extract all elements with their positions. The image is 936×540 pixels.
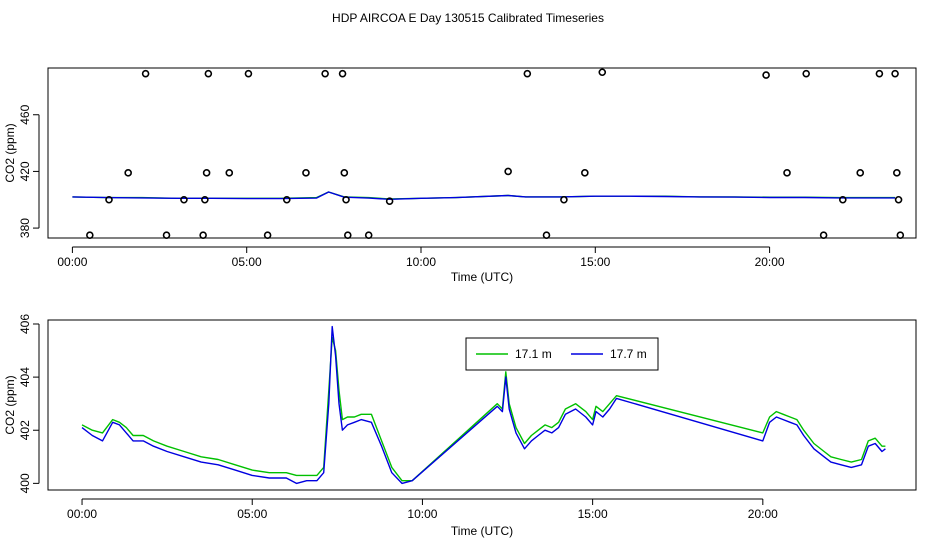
data-point <box>893 169 901 177</box>
bottom-plot-frame <box>47 319 917 491</box>
top-panel: 00:00 05:00 10:00 15:00 20:00 380 420 460 Time… <box>3 67 917 284</box>
x-tick-label: 10:00 <box>407 507 437 521</box>
bottom-y-axis: 400 402 404 406 <box>18 314 40 493</box>
data-point <box>385 197 394 205</box>
y-tick-label: 460 <box>18 104 32 124</box>
data-point <box>180 195 188 204</box>
data-point <box>896 231 905 239</box>
top-y-axis: 380 420 460 <box>18 104 40 238</box>
data-point <box>343 231 352 239</box>
data-point <box>282 195 291 204</box>
x-tick-label: 15:00 <box>580 255 610 269</box>
x-tick-label: 00:00 <box>57 255 87 269</box>
data-point <box>124 169 132 177</box>
y-tick-label: 400 <box>18 473 32 493</box>
y-tick-label: 404 <box>18 367 32 387</box>
x-tick-label: 00:00 <box>67 507 97 521</box>
top-plot-marks <box>72 68 905 239</box>
data-point <box>364 231 373 239</box>
data-point <box>204 69 213 78</box>
data-point <box>783 169 791 177</box>
data-point <box>162 231 171 239</box>
top-plot-frame <box>47 67 917 239</box>
y-tick-label: 380 <box>18 218 32 238</box>
data-point <box>342 195 350 204</box>
y-tick-label: 402 <box>18 420 32 440</box>
data-point <box>202 169 211 177</box>
y-tick-label: 420 <box>18 161 32 181</box>
data-point <box>244 69 253 78</box>
data-point <box>302 169 310 177</box>
figure-title: HDP AIRCOA E Day 130515 Calibrated Times… <box>332 11 604 25</box>
data-point <box>340 169 349 177</box>
legend: 17.1 m 17.7 m <box>465 337 659 371</box>
top-x-axis: 00:00 05:00 10:00 15:00 20:00 <box>57 246 785 269</box>
data-point <box>891 69 899 78</box>
bottom-x-axis-label: Time (UTC) <box>451 524 513 538</box>
data-point <box>819 231 828 239</box>
y-tick-label: 406 <box>18 314 32 334</box>
data-point <box>86 231 94 239</box>
data-point <box>263 231 272 239</box>
data-point <box>321 69 329 78</box>
x-tick-label: 20:00 <box>755 255 785 269</box>
bottom-panel: 00:00 05:00 10:00 15:00 20:00 400 402 404 406 T… <box>3 314 917 538</box>
data-point <box>504 167 512 176</box>
top-y-axis-label: CO2 (ppm) <box>3 123 17 182</box>
data-point <box>338 69 347 78</box>
x-tick-label: 15:00 <box>578 507 608 521</box>
legend-label-17-1m: 17.1 m <box>515 347 552 361</box>
data-point <box>225 169 234 177</box>
data-point <box>542 231 551 239</box>
data-point <box>598 68 607 77</box>
bottom-y-axis-label: CO2 (ppm) <box>3 375 17 434</box>
series-line-17-1-m <box>81 336 886 482</box>
bottom-x-axis: 00:00 05:00 10:00 15:00 20:00 <box>67 498 778 521</box>
top-x-axis-label: Time (UTC) <box>451 270 513 284</box>
data-point <box>802 69 810 78</box>
series-line-17-7-m <box>72 191 896 201</box>
legend-label-17-7m: 17.7 m <box>610 347 647 361</box>
x-tick-label: 10:00 <box>406 255 436 269</box>
data-point <box>856 169 865 177</box>
x-tick-label: 05:00 <box>237 507 267 521</box>
data-point <box>894 195 903 204</box>
x-tick-label: 05:00 <box>232 255 262 269</box>
data-point <box>523 69 532 78</box>
x-tick-label: 20:00 <box>748 507 778 521</box>
data-point <box>105 195 113 204</box>
data-point <box>875 69 884 78</box>
series-line-17-7-m <box>81 325 886 485</box>
data-point <box>560 195 568 204</box>
data-point <box>838 195 847 204</box>
data-point <box>199 231 207 239</box>
data-point <box>141 69 150 78</box>
data-point <box>762 71 770 79</box>
legend-box <box>465 337 659 371</box>
bottom-plot-marks <box>81 325 886 485</box>
data-point <box>201 195 209 204</box>
data-point <box>581 169 589 177</box>
